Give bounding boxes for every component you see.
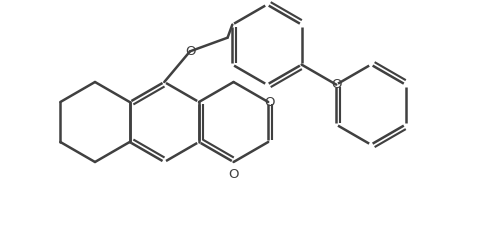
Text: O: O: [186, 45, 196, 58]
Text: O: O: [264, 96, 275, 109]
Text: O: O: [228, 169, 239, 181]
Text: O: O: [331, 78, 341, 91]
